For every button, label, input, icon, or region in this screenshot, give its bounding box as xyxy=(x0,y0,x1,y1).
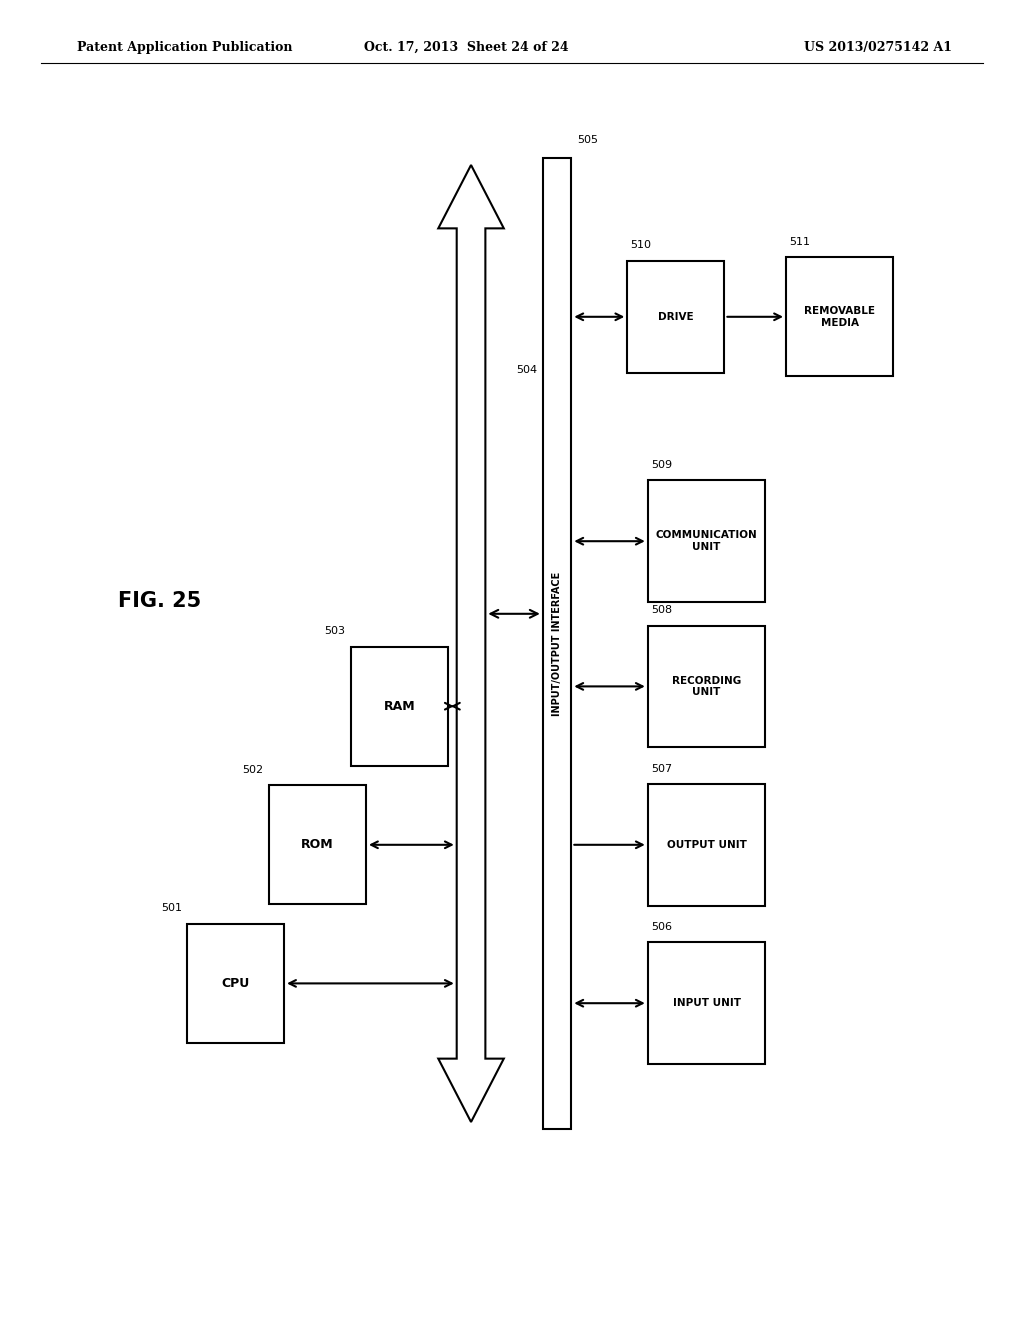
Text: 511: 511 xyxy=(788,236,810,247)
Text: 507: 507 xyxy=(651,763,672,774)
Text: 501: 501 xyxy=(161,903,182,913)
Text: RAM: RAM xyxy=(384,700,415,713)
Text: INPUT UNIT: INPUT UNIT xyxy=(673,998,740,1008)
Text: 509: 509 xyxy=(651,459,672,470)
Bar xyxy=(647,942,765,1064)
Bar xyxy=(543,158,571,1129)
Text: US 2013/0275142 A1: US 2013/0275142 A1 xyxy=(804,41,952,54)
Text: Oct. 17, 2013  Sheet 24 of 24: Oct. 17, 2013 Sheet 24 of 24 xyxy=(364,41,568,54)
Text: COMMUNICATION
UNIT: COMMUNICATION UNIT xyxy=(655,531,758,552)
Bar xyxy=(647,784,765,906)
Text: Patent Application Publication: Patent Application Publication xyxy=(77,41,292,54)
Text: CPU: CPU xyxy=(221,977,250,990)
Polygon shape xyxy=(438,165,504,1122)
Bar xyxy=(186,924,284,1043)
Text: RECORDING
UNIT: RECORDING UNIT xyxy=(672,676,741,697)
Text: INPUT/OUTPUT INTERFACE: INPUT/OUTPUT INTERFACE xyxy=(552,572,562,715)
Bar xyxy=(786,257,893,376)
Text: REMOVABLE
MEDIA: REMOVABLE MEDIA xyxy=(804,306,876,327)
Text: 508: 508 xyxy=(651,605,672,615)
Text: 505: 505 xyxy=(578,135,599,145)
Text: FIG. 25: FIG. 25 xyxy=(118,590,201,611)
Bar xyxy=(647,480,765,602)
Bar xyxy=(647,626,765,747)
Text: 504: 504 xyxy=(516,364,538,375)
Text: DRIVE: DRIVE xyxy=(658,312,693,322)
Bar xyxy=(268,785,367,904)
Text: 503: 503 xyxy=(325,626,346,636)
Text: OUTPUT UNIT: OUTPUT UNIT xyxy=(667,840,746,850)
Text: 502: 502 xyxy=(243,764,264,775)
Text: 506: 506 xyxy=(651,921,672,932)
Bar xyxy=(627,261,725,372)
Text: ROM: ROM xyxy=(301,838,334,851)
Text: 510: 510 xyxy=(631,240,651,251)
Bar xyxy=(350,647,449,766)
